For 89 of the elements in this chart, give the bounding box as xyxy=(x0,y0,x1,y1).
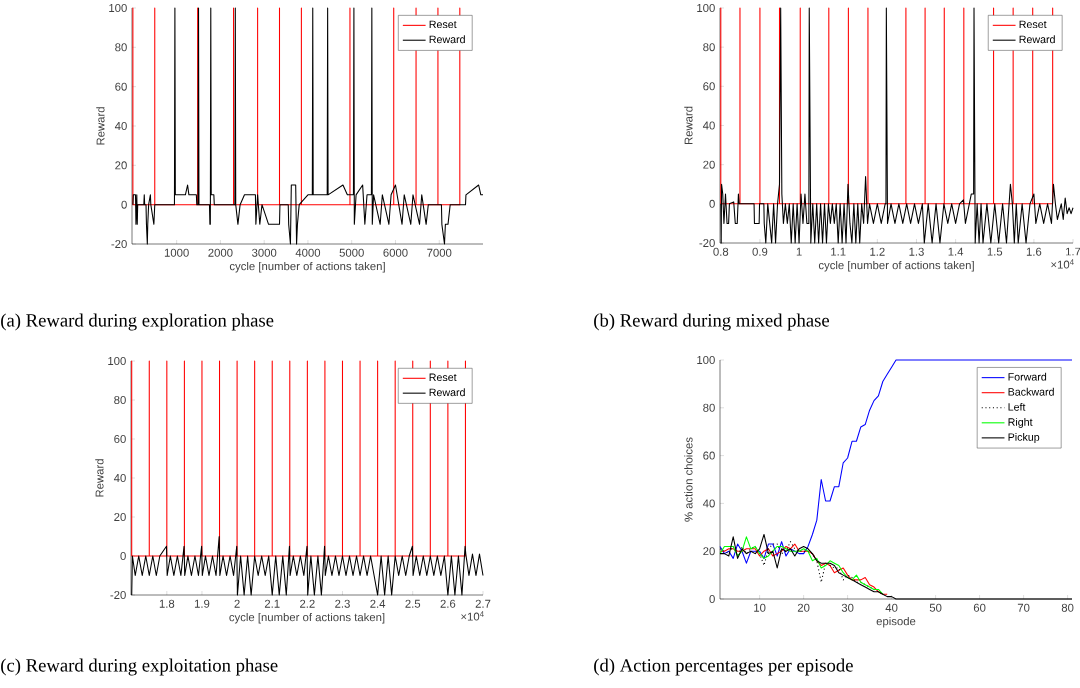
x-tick-label: 80 xyxy=(1061,603,1074,612)
y-tick-label: 0 xyxy=(121,200,127,209)
legend-label: Reward xyxy=(429,35,465,44)
x-tick-label: 0.9 xyxy=(752,247,768,256)
y-tick-label: 60 xyxy=(703,82,715,91)
x-tick-label: 70 xyxy=(1017,603,1030,612)
x-tick-label: 1.8 xyxy=(159,599,175,608)
y-tick-label: 60 xyxy=(703,451,715,460)
legend-label: Left xyxy=(1008,402,1026,411)
y-tick-label: -20 xyxy=(111,240,127,249)
y-axis-title: Reward xyxy=(684,106,693,145)
legend-label: Reset xyxy=(429,20,457,29)
y-tick-label: -20 xyxy=(699,239,715,248)
legend-label: Backward xyxy=(1008,387,1054,396)
text: (c) Reward during exploitation phase xyxy=(1,658,278,676)
y-tick-label: 100 xyxy=(109,4,127,13)
x-tick-label: 1.4 xyxy=(948,247,964,256)
x-tick-label: 60 xyxy=(973,603,986,612)
x-tick-label: 1000 xyxy=(164,248,189,257)
x-axis-title: cycle [number of actions taken] xyxy=(229,612,385,624)
x-tick-label: 1.6 xyxy=(1026,247,1042,256)
legend-label: Reset xyxy=(429,373,457,382)
legend-label: Reward xyxy=(429,388,465,397)
x-tick-label: 1.9 xyxy=(194,599,210,608)
y-tick-label: 20 xyxy=(703,160,715,169)
x-tick-label: 3000 xyxy=(252,248,277,257)
x-tick-label: 2.3 xyxy=(335,599,350,608)
y-tick-label: 40 xyxy=(702,499,715,508)
x-tick-label: 2 xyxy=(234,599,240,608)
legend-label: Right xyxy=(1008,417,1033,428)
x-tick-label: 2.4 xyxy=(370,599,386,608)
x-tick-label: 1.5 xyxy=(987,247,1003,256)
x-tick-label: 2.2 xyxy=(300,599,315,608)
y-tick-label: -20 xyxy=(110,591,126,600)
x-tick-label: 1 xyxy=(796,247,802,256)
y-tick-label: 100 xyxy=(697,356,715,365)
y-tick-label: 80 xyxy=(703,43,715,52)
x-axis-title: cycle [number of actions taken] xyxy=(229,261,385,273)
line-series xyxy=(132,7,484,245)
x-tick-label: 5000 xyxy=(339,248,364,257)
legend-label: Forward xyxy=(1008,372,1047,381)
y-tick-label: 80 xyxy=(114,396,126,405)
y-tick-label: 80 xyxy=(115,43,127,52)
text: ×10$^{4}$ xyxy=(1051,259,1074,269)
text: (a) Reward during exploration phase xyxy=(1,313,274,331)
y-tick-label: 20 xyxy=(703,547,715,556)
y-tick-label: 40 xyxy=(114,122,127,131)
x-tick-label: 40 xyxy=(885,603,898,612)
text: ×10$^{4}$ xyxy=(461,611,484,621)
x-tick-label: 2.6 xyxy=(440,599,456,608)
legend-label: Pickup xyxy=(1008,433,1040,443)
x-tick-label: 2.7 xyxy=(475,599,491,608)
y-tick-label: 40 xyxy=(113,474,126,483)
x-axis-title: cycle [number of actions taken] xyxy=(818,260,974,272)
legend-label: Reset xyxy=(1019,20,1047,29)
y-tick-label: 100 xyxy=(697,3,715,12)
y-tick-label: 20 xyxy=(115,161,127,170)
y-axis-title: % action choices xyxy=(684,437,693,522)
x-tick-label: 1.2 xyxy=(870,247,885,256)
y-axis-title: Reward xyxy=(95,459,104,497)
y-tick-label: 60 xyxy=(115,82,127,91)
x-tick-label: 1.1 xyxy=(831,247,846,256)
x-tick-label: 50 xyxy=(929,603,942,612)
x-tick-label: 6000 xyxy=(383,248,408,257)
x-tick-label: 1.7 xyxy=(1066,247,1080,256)
y-tick-label: 100 xyxy=(108,357,126,366)
y-tick-label: 0 xyxy=(709,595,715,604)
text: (d) Action percentages per episode xyxy=(594,658,853,676)
x-tick-label: 2000 xyxy=(208,248,233,257)
x-tick-label: 2.5 xyxy=(405,599,421,608)
x-tick-label: 1.3 xyxy=(909,247,924,256)
y-tick-label: 80 xyxy=(703,403,715,412)
legend-label: Reward xyxy=(1019,35,1055,44)
line-series xyxy=(720,7,1074,244)
y-axis-title: Reward xyxy=(96,107,105,145)
x-tick-label: 30 xyxy=(841,603,854,612)
y-tick-label: 0 xyxy=(120,552,126,561)
x-tick-label: 2.1 xyxy=(264,599,280,608)
y-tick-label: 60 xyxy=(114,435,126,444)
y-tick-label: 40 xyxy=(702,121,715,130)
x-axis-title: episode xyxy=(876,616,916,628)
y-tick-label: 0 xyxy=(709,199,715,208)
x-tick-label: 20 xyxy=(797,603,810,612)
x-tick-label: 0.8 xyxy=(713,247,729,256)
x-tick-label: 4000 xyxy=(295,248,321,257)
x-tick-label: 7000 xyxy=(427,248,452,257)
text: (b) Reward during mixed phase xyxy=(594,313,830,331)
y-tick-label: 20 xyxy=(114,513,126,522)
x-tick-label: 10 xyxy=(754,603,766,612)
